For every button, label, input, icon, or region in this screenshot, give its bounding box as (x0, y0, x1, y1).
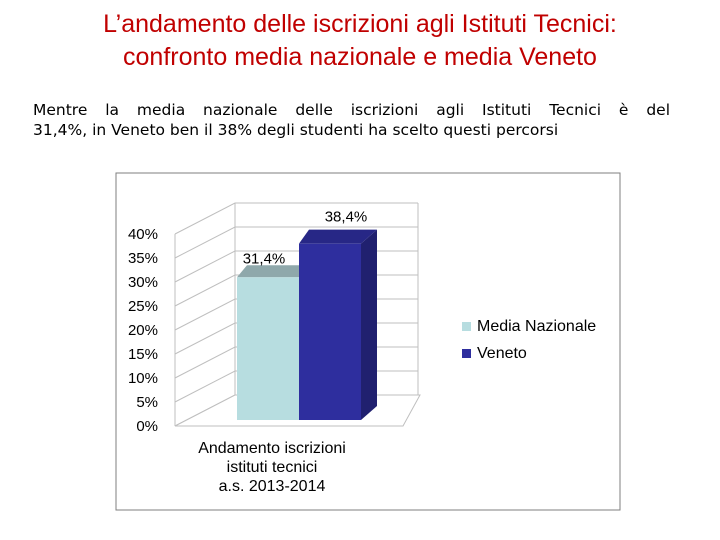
data-label: 38,4% (325, 209, 368, 226)
y-tick-label: 10% (128, 370, 158, 387)
bar (299, 243, 361, 420)
body-text-line-2: 31,4%, in Veneto ben il 38% degli studen… (33, 121, 559, 139)
title-line-1: L’andamento delle iscrizioni agli Istitu… (103, 10, 617, 38)
x-category-label: Andamento iscrizioni (198, 440, 346, 457)
y-tick-label: 30% (128, 274, 158, 291)
body-text-line-1: Mentre la media nazionale delle iscrizio… (33, 101, 670, 119)
legend-swatch (462, 349, 471, 358)
y-tick-label: 5% (136, 394, 158, 411)
bar-side (361, 229, 377, 420)
y-tick-label: 20% (128, 322, 158, 339)
y-tick-label: 35% (128, 250, 158, 267)
y-tick-label: 40% (128, 226, 158, 243)
legend-label: Media Nazionale (477, 318, 596, 335)
legend-swatch (462, 322, 471, 331)
title-line-2: confronto media nazionale e media Veneto (123, 43, 597, 71)
y-tick-label: 0% (136, 418, 158, 435)
y-tick-label: 25% (128, 298, 158, 315)
y-tick-label: 15% (128, 346, 158, 363)
slide-title: L’andamento delle iscrizioni agli Istitu… (0, 8, 720, 74)
bar-top (237, 265, 299, 278)
x-category-label: a.s. 2013-2014 (219, 478, 326, 495)
x-category-label: istituti tecnici (227, 459, 318, 476)
legend-label: Veneto (477, 345, 527, 362)
body-text: Mentre la media nazionale delle iscrizio… (33, 100, 670, 140)
bar (237, 277, 299, 420)
data-label: 31,4% (243, 250, 286, 267)
bar-top (299, 229, 377, 244)
